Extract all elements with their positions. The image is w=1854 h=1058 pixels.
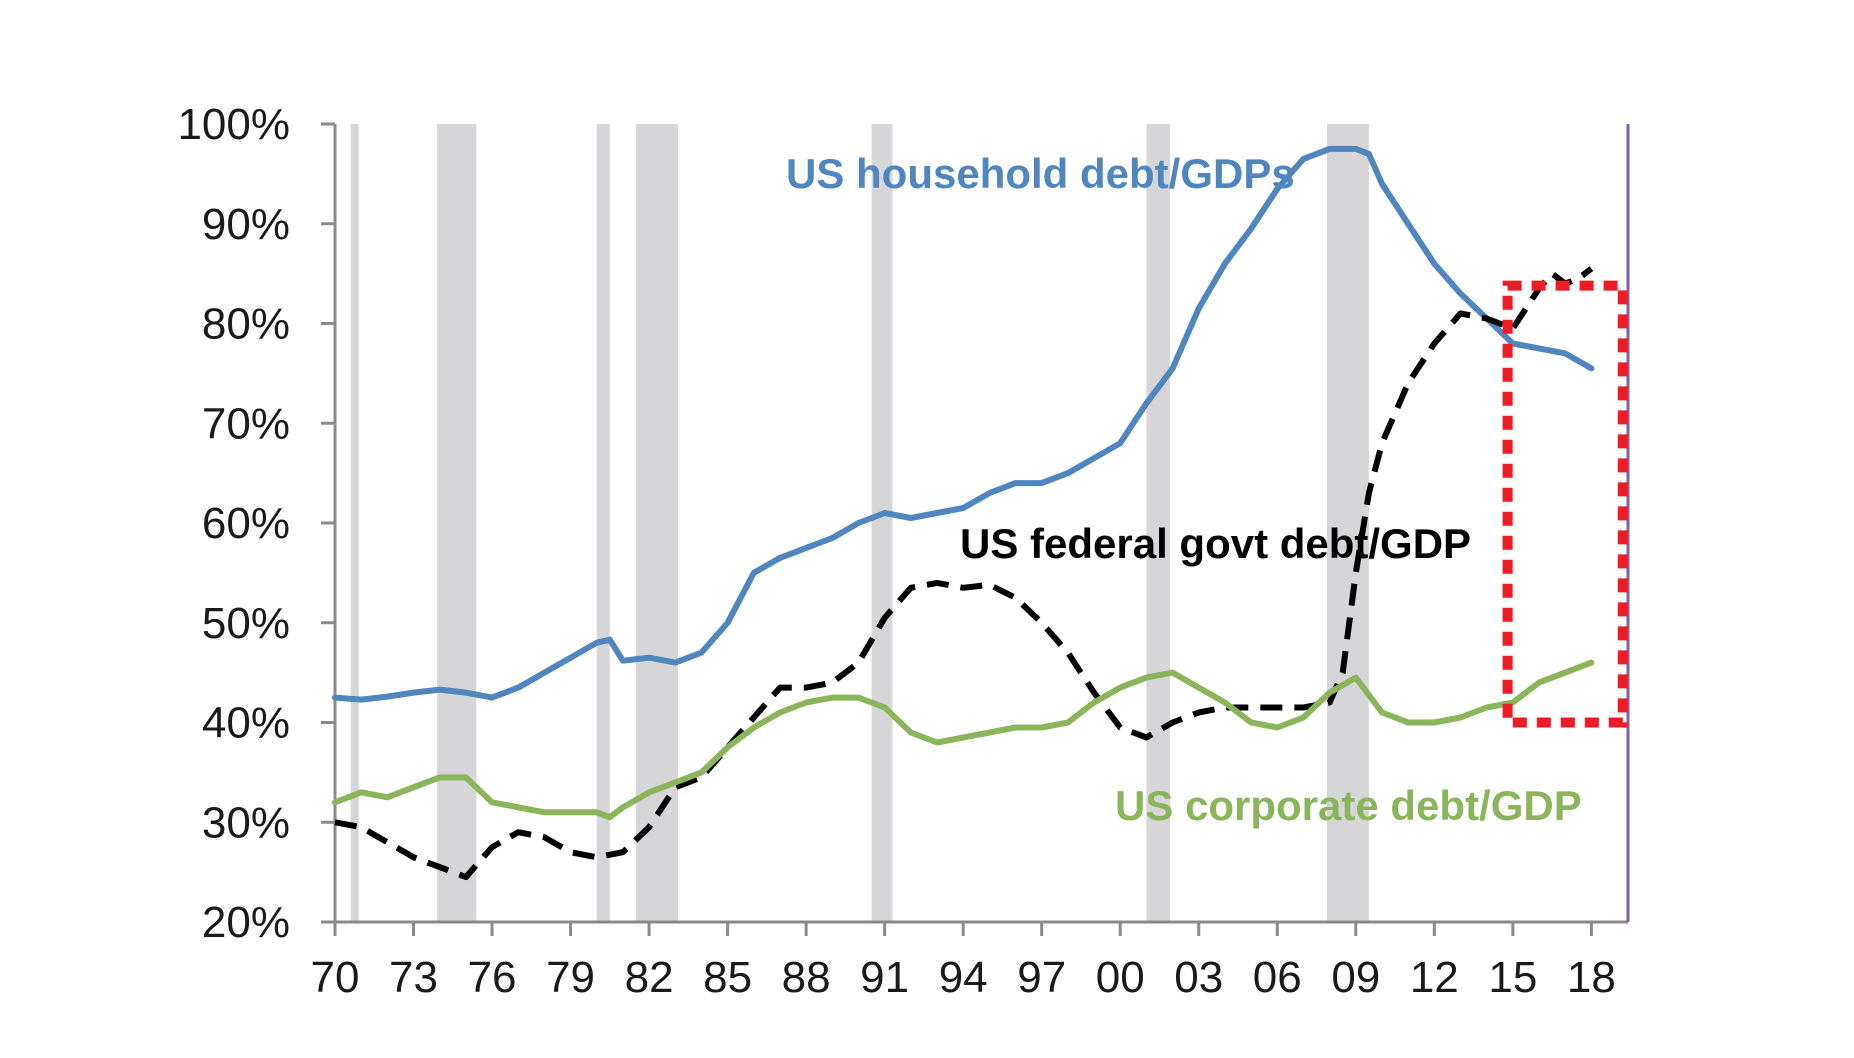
x-tick-label: 94 [939, 953, 988, 1002]
y-tick-label: 90% [202, 200, 290, 249]
recession-band-4 [636, 124, 678, 922]
series-line-3 [332, 659, 1595, 821]
recession-band-5 [871, 124, 893, 922]
y-tick-label: 80% [202, 300, 290, 349]
series-line-1 [332, 145, 1595, 703]
x-tick-label: 15 [1488, 953, 1537, 1002]
x-tick-label: 18 [1567, 953, 1616, 1002]
x-tick-label: 12 [1410, 953, 1459, 1002]
corporate-label: US corporate debt/GDP [1115, 782, 1582, 829]
x-ticks: 70 73 76 79 82 85 88 91 94 97 00 03 06 09 12 15 18 [311, 922, 1616, 1002]
series-labels: US household debt/GDPs US federal govt d… [786, 150, 1582, 829]
x-tick-label: 70 [311, 953, 360, 1002]
x-tick-label: 09 [1331, 953, 1380, 1002]
y-tick-label: 60% [202, 499, 290, 548]
x-tick-label: 06 [1253, 953, 1302, 1002]
x-tick-label: 00 [1096, 953, 1145, 1002]
highlight-box [1502, 280, 1628, 728]
recession-band-2 [437, 124, 477, 922]
federal-label: US federal govt debt/GDP [960, 520, 1471, 567]
y-tick-label: 30% [202, 798, 290, 847]
x-tick-label: 82 [625, 953, 674, 1002]
x-tick-label: 97 [1017, 953, 1066, 1002]
y-ticks: 20% 30% 40% 50% 60% 70% 80% 90% 100% [177, 100, 335, 947]
y-tick-label: 50% [202, 599, 290, 648]
y-tick-label: 70% [202, 399, 290, 448]
x-tick-label: 91 [860, 953, 909, 1002]
household-label: US household debt/GDPs [786, 150, 1295, 197]
recession-band-3 [596, 124, 610, 922]
x-tick-label: 88 [782, 953, 831, 1002]
x-tick-label: 03 [1174, 953, 1223, 1002]
y-tick-label: 100% [177, 100, 290, 149]
y-tick-label: 40% [202, 699, 290, 748]
x-tick-label: 79 [546, 953, 595, 1002]
recession-band-1 [350, 124, 359, 922]
x-tick-label: 76 [468, 953, 517, 1002]
x-tick-label: 73 [389, 953, 438, 1002]
series-lines [332, 145, 1595, 881]
y-tick-label: 20% [202, 898, 290, 947]
series-line-2 [334, 266, 1594, 881]
recession-band-6 [1146, 124, 1170, 922]
x-tick-label: 85 [703, 953, 752, 1002]
